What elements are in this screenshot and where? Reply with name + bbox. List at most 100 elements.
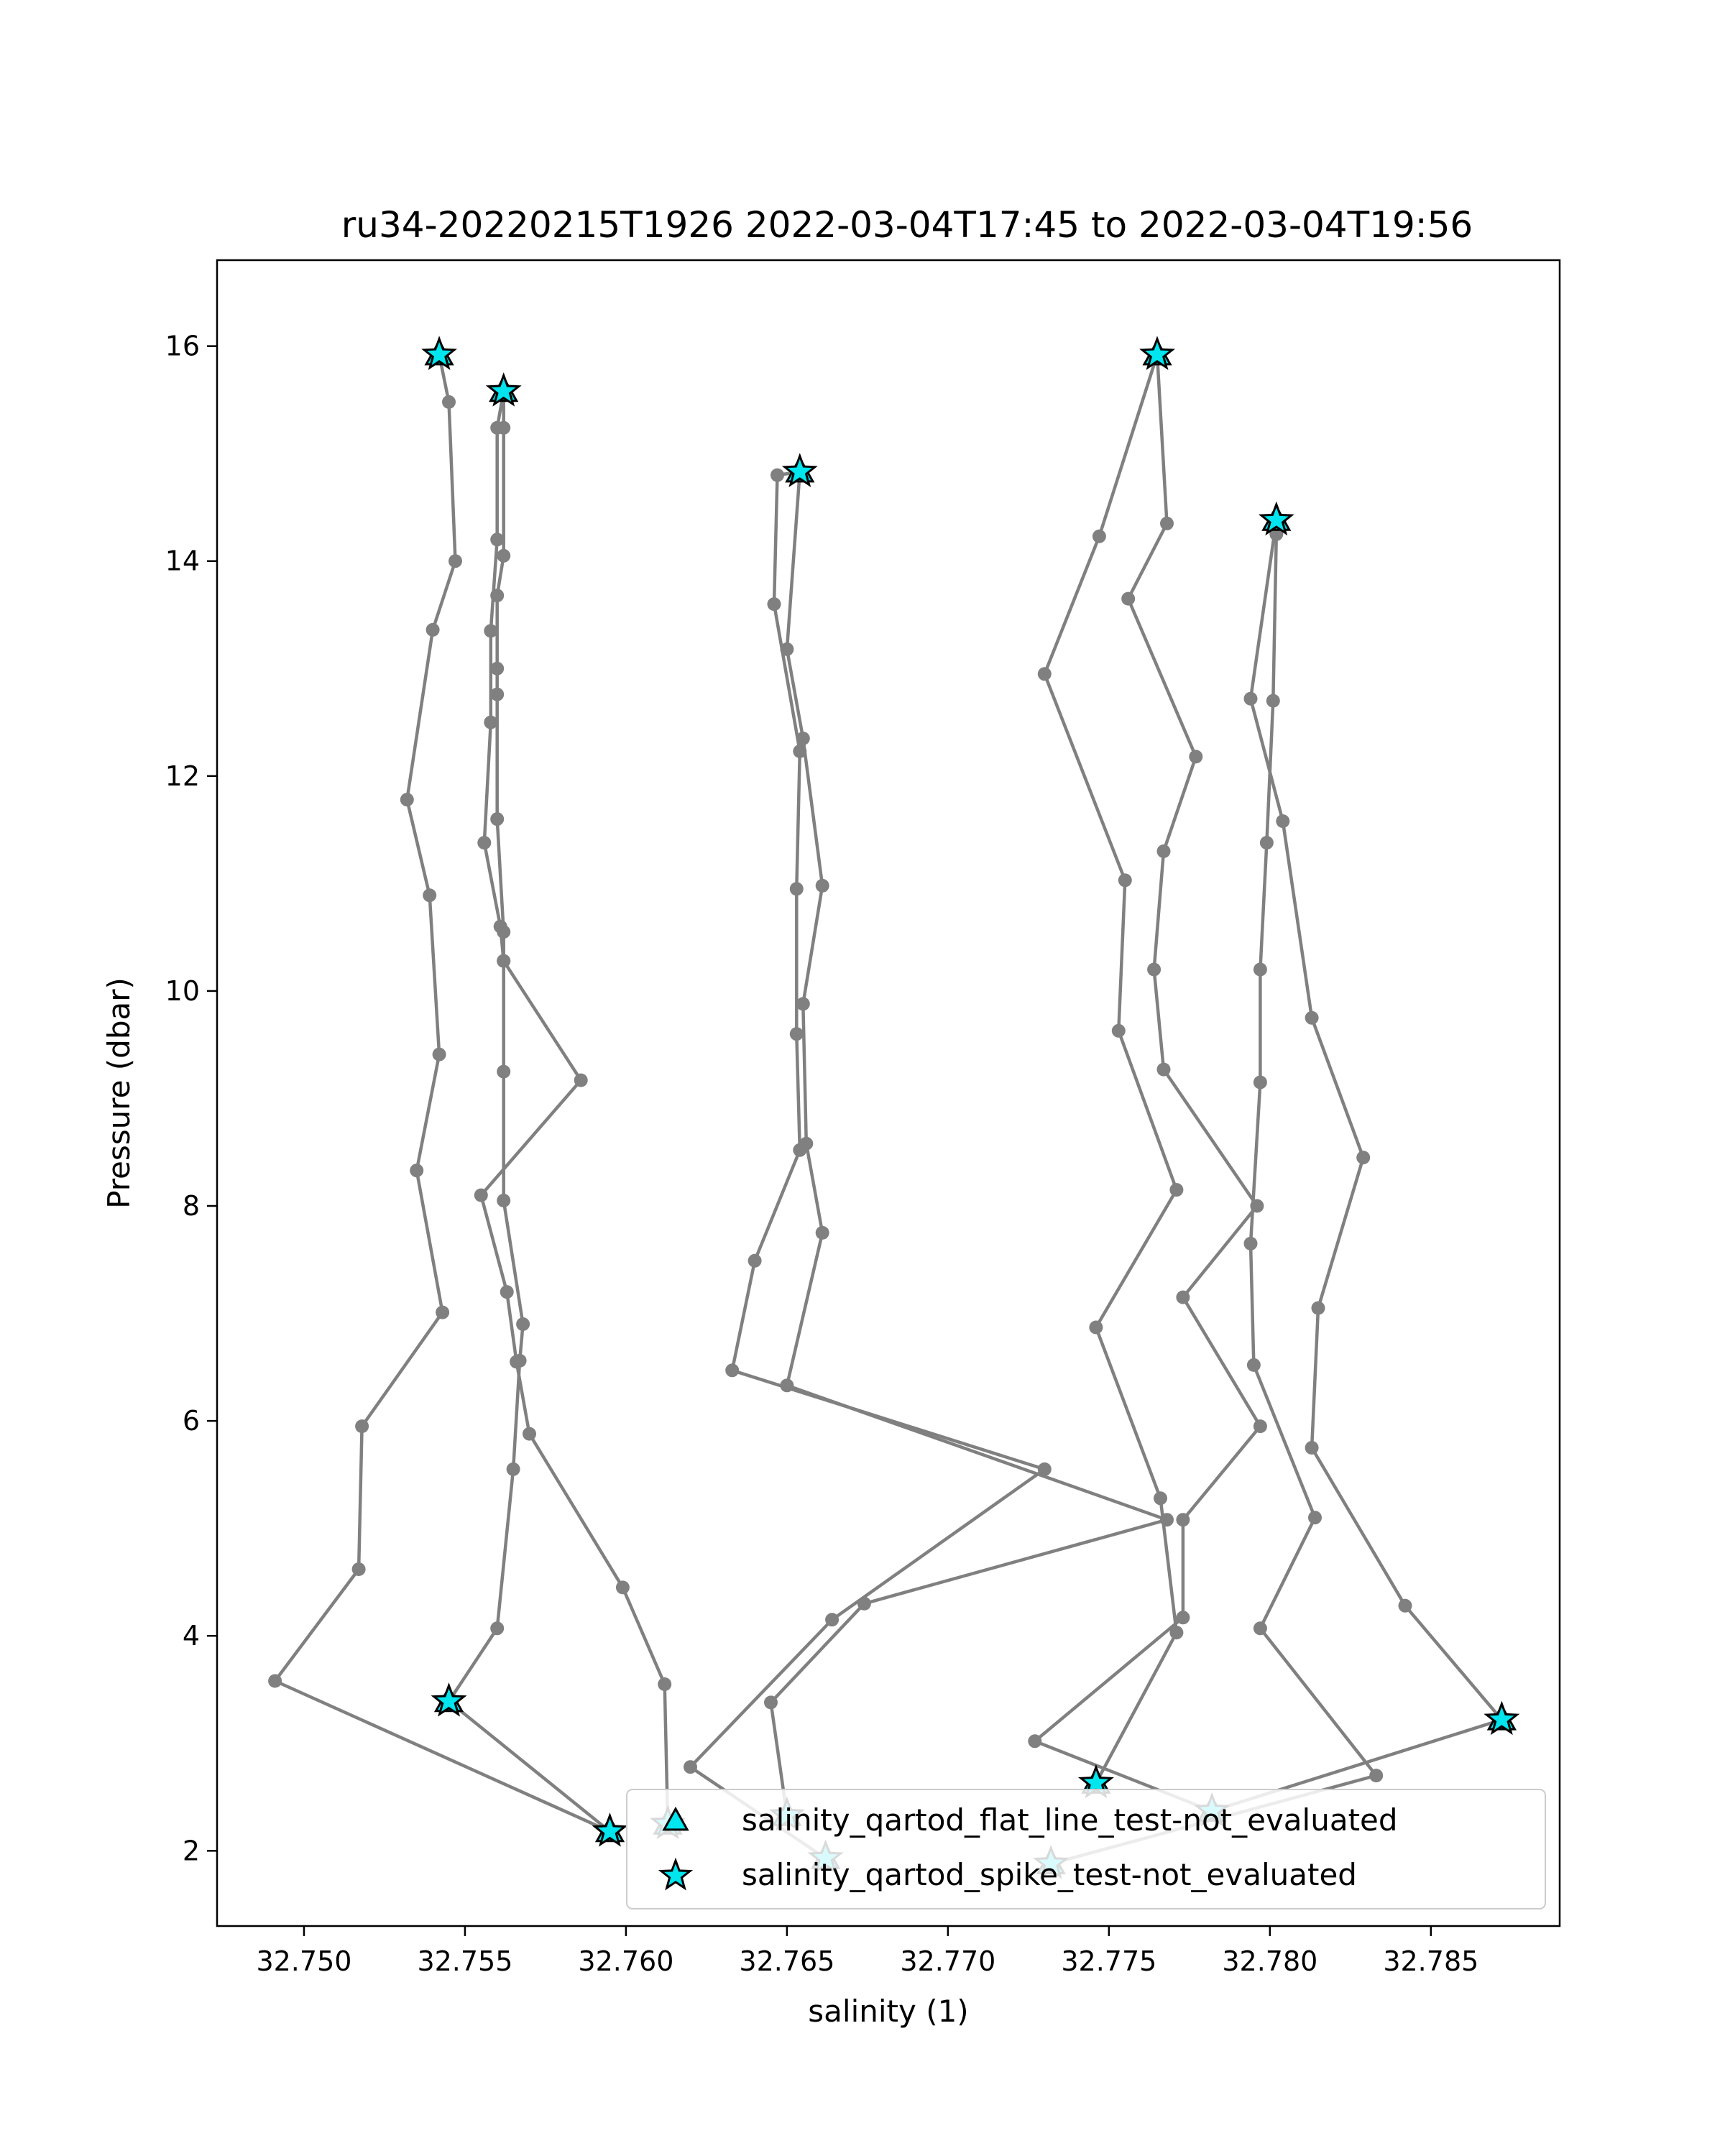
- data-point-9-3: [1154, 1491, 1167, 1506]
- data-point-8-3: [1176, 1611, 1190, 1625]
- data-point-2-8: [497, 1064, 511, 1079]
- x-tick-label-1: 32.750: [256, 1945, 351, 1977]
- x-tick-label-8: 32.785: [1383, 1945, 1478, 1977]
- y-tick-label-7: 14: [165, 545, 200, 577]
- data-point-4-3: [825, 1613, 840, 1627]
- data-point-3-12: [484, 715, 498, 729]
- series-line-3: [479, 391, 670, 1824]
- legend-label-spike: salinity_qartod_spike_test-not_evaluated: [742, 1857, 1357, 1892]
- data-point-7-6: [1356, 1151, 1371, 1165]
- data-point-3-4: [523, 1427, 536, 1441]
- data-point-4-9: [789, 882, 804, 896]
- data-point-8-11: [1189, 750, 1203, 764]
- y-tick-label-2: 4: [183, 1620, 200, 1651]
- data-point-3-14: [490, 533, 505, 547]
- data-point-1-3: [351, 1562, 366, 1576]
- data-point-2-13: [490, 661, 505, 676]
- legend: salinity_qartod_flat_line_test-not_evalu…: [626, 1789, 1546, 1909]
- data-point-5-11: [780, 642, 794, 656]
- legend-label-flat-line: salinity_qartod_flat_line_test-not_evalu…: [742, 1802, 1398, 1838]
- data-point-1-7: [432, 1047, 446, 1061]
- data-point-5-3: [857, 1596, 871, 1611]
- series-line-5: [769, 471, 1169, 1816]
- data-point-6-6: [1243, 1236, 1258, 1250]
- spike-marker-13: [1139, 336, 1176, 370]
- data-point-4-6: [748, 1253, 762, 1268]
- data-point-6-4: [1308, 1511, 1322, 1525]
- legend-star-marker: [658, 1857, 694, 1891]
- data-point-1-12: [442, 395, 456, 409]
- data-point-1-5: [436, 1305, 450, 1319]
- data-point-4-11: [767, 597, 781, 612]
- data-point-3-13: [484, 624, 498, 638]
- data-point-3-8: [574, 1073, 588, 1087]
- data-point-5-2: [764, 1695, 778, 1710]
- data-point-6-7: [1253, 1075, 1267, 1089]
- data-point-2-3: [490, 1621, 505, 1636]
- data-point-6-8: [1253, 962, 1267, 977]
- data-point-2-15: [497, 548, 511, 563]
- spike-marker-9: [1484, 1700, 1520, 1736]
- y-tick-label-8: 16: [165, 331, 200, 362]
- x-axis: 32.750 32.755 32.760 32.765 32.770 32.775 32.7…: [256, 1926, 1478, 1977]
- y-axis: 2 4 6 8 10 12 14 16: [165, 331, 217, 1866]
- data-point-3-3: [615, 1580, 630, 1595]
- data-point-1-11: [448, 554, 462, 568]
- data-point-5-7: [799, 1136, 814, 1151]
- spike-marker-1: [592, 1812, 628, 1847]
- data-point-7-8: [1276, 814, 1290, 829]
- x-axis-label: salinity (1): [808, 1994, 968, 2029]
- data-point-2-4: [506, 1462, 520, 1476]
- data-point-3-2: [658, 1677, 672, 1691]
- y-tick-label-4: 8: [183, 1190, 200, 1222]
- data-point-3-15: [490, 420, 505, 435]
- data-point-2-12: [490, 687, 505, 701]
- data-point-3-11: [477, 836, 492, 850]
- data-point-8-2: [1028, 1734, 1042, 1749]
- data-point-2-6: [516, 1317, 530, 1331]
- data-point-7-7: [1305, 1010, 1319, 1025]
- data-point-6-3: [1253, 1621, 1267, 1636]
- data-point-1-10: [426, 622, 440, 637]
- data-point-5-5: [780, 1378, 794, 1393]
- data-point-8-4: [1176, 1513, 1190, 1527]
- x-tick-label-4: 32.765: [739, 1945, 834, 1977]
- data-point-3-6: [500, 1285, 514, 1299]
- data-point-3-9: [497, 954, 511, 968]
- data-point-1-2: [268, 1674, 282, 1688]
- series-line-9: [1043, 354, 1179, 1784]
- spike-marker-3: [431, 1682, 467, 1717]
- data-point-3-5: [510, 1355, 524, 1369]
- spike-marker-11: [485, 372, 522, 407]
- data-point-7-3: [1398, 1598, 1412, 1613]
- data-point-9-4: [1089, 1320, 1103, 1335]
- data-point-9-7: [1118, 873, 1132, 888]
- series-line-7: [1211, 520, 1504, 1813]
- data-point-5-9: [815, 878, 829, 893]
- y-tick-label-5: 10: [165, 975, 200, 1007]
- data-point-9-5: [1169, 1183, 1184, 1197]
- data-point-8-8: [1156, 1062, 1171, 1077]
- data-point-9-2: [1169, 1626, 1184, 1640]
- data-point-7-4: [1305, 1441, 1319, 1455]
- data-point-7-5: [1311, 1301, 1325, 1315]
- x-tick-label-2: 32.755: [417, 1945, 512, 1977]
- data-point-1-9: [400, 793, 414, 807]
- data-point-6-10: [1266, 694, 1280, 708]
- data-point-1-6: [410, 1164, 424, 1178]
- spike-marker-12: [781, 453, 818, 487]
- data-point-5-8: [796, 997, 810, 1011]
- data-point-8-9: [1147, 962, 1162, 977]
- x-tick-label-5: 32.770: [900, 1945, 995, 1977]
- data-point-3-10: [493, 919, 507, 934]
- data-point-5-10: [796, 732, 810, 745]
- legend-box: [626, 1789, 1546, 1909]
- chart-title: ru34-20220215T1926 2022-03-04T17:45 to 2…: [341, 204, 1473, 246]
- series-line-8: [1033, 354, 1262, 1813]
- data-point-9-8: [1037, 667, 1052, 681]
- y-axis-label: Pressure (dbar): [101, 977, 137, 1209]
- legend-triangle-icon: [662, 1806, 689, 1831]
- data-point-5-6: [815, 1225, 829, 1240]
- legend-triangle-marker: [662, 1806, 689, 1831]
- data-point-3-7: [474, 1188, 488, 1202]
